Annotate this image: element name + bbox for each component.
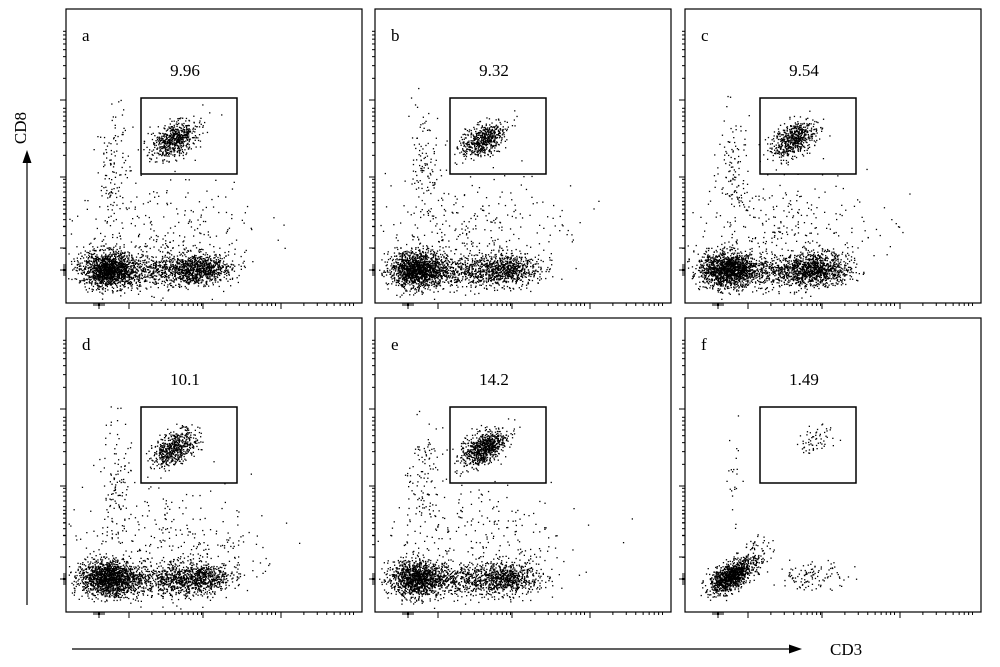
y-axis-ticks [60,339,66,585]
x-axis-ticks [402,612,664,618]
gate-percentage: 9.96 [170,61,200,80]
cd8-gate [140,406,238,484]
gate-percentage: 9.54 [789,61,819,80]
x-axis-label: CD3 [830,640,862,659]
panel-letter: f [701,335,707,354]
cd8-gate [759,97,857,175]
panel-b: b 9.32 [369,8,672,309]
cell-events [377,410,633,609]
x-axis-ticks [93,612,355,618]
x-axis-ticks [402,303,664,309]
y-axis-ticks [369,30,375,276]
panel-frame [374,317,672,613]
panel-letter: e [391,335,399,354]
y-axis-label: CD8 [11,112,30,144]
panel-frame [684,8,982,304]
cd8-gate [449,406,547,484]
panel-d: d 10.1 [60,317,363,618]
x-axis-ticks [93,303,355,309]
cd8-gate [449,97,547,175]
cell-events [700,415,858,602]
y-axis-ticks [369,339,375,585]
cd8-gate [759,406,857,484]
panel-f: f 1.49 [679,317,982,618]
gate-percentage: 1.49 [789,370,819,389]
cell-events [68,99,286,301]
cell-events [68,406,301,610]
panel-c: c 9.54 [679,8,982,309]
panel-letter: b [391,26,400,45]
x-axis-ticks [712,612,974,618]
cd8-gate [140,97,238,175]
panel-letter: a [82,26,90,45]
gate-percentage: 9.32 [479,61,509,80]
panel-a: a 9.96 [60,8,363,309]
panel-grid: a 9.96 b 9.32 c 9.54 d 10.1 e 14.2 f 1.49 [60,8,982,618]
panel-letter: c [701,26,709,45]
panel-letter: d [82,335,91,354]
x-axis-ticks [712,303,974,309]
panel-frame [374,8,672,304]
y-axis-ticks [679,339,685,585]
panel-frame [65,317,363,613]
y-axis-ticks [60,30,66,276]
gate-percentage: 10.1 [170,370,200,389]
cell-events [687,95,911,300]
panel-frame [65,8,363,304]
gate-percentage: 14.2 [479,370,509,389]
x-axis-arrow [72,644,802,654]
y-axis-arrow [22,150,32,605]
panel-frame [684,317,982,613]
y-axis-ticks [679,30,685,276]
cell-events [379,87,600,300]
panel-e: e 14.2 [369,317,672,618]
